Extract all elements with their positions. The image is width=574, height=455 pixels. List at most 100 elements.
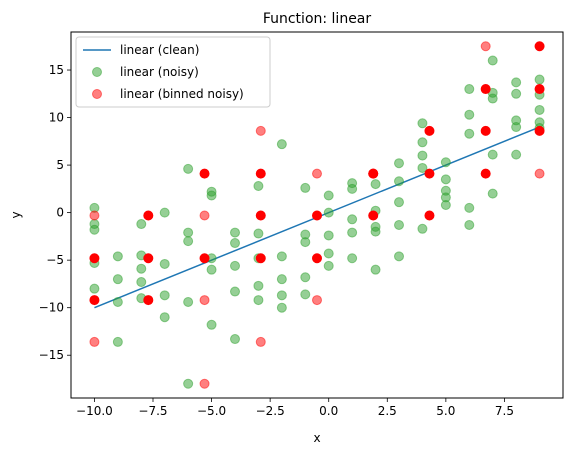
binned-noisy-point xyxy=(89,253,100,264)
y-tick-label: 0 xyxy=(56,206,64,220)
binned-noisy-point xyxy=(424,125,435,136)
binned-noisy-point xyxy=(534,84,545,95)
binned-noisy-point xyxy=(255,168,266,179)
noisy-point xyxy=(347,227,358,238)
noisy-point xyxy=(464,128,475,139)
noisy-point xyxy=(394,197,404,208)
noisy-point xyxy=(417,150,428,161)
noisy-point xyxy=(159,290,170,301)
binned-noisy-point xyxy=(534,41,545,52)
noisy-point xyxy=(112,274,123,285)
noisy-point xyxy=(487,93,498,104)
noisy-point xyxy=(276,290,287,301)
noisy-point xyxy=(511,77,522,88)
noisy-point xyxy=(417,118,428,129)
x-tick-label: −7.5 xyxy=(138,404,167,418)
chart-title: Function: linear xyxy=(263,11,372,27)
noisy-point xyxy=(440,200,451,211)
noisy-point xyxy=(347,253,358,264)
noisy-point xyxy=(183,378,194,389)
binned-noisy-point xyxy=(480,41,491,52)
noisy-point xyxy=(323,260,334,271)
binned-noisy-point xyxy=(199,253,210,264)
binned-noisy-point xyxy=(368,210,379,221)
y-tick-label: 5 xyxy=(56,158,64,172)
noisy-point xyxy=(417,137,428,148)
noisy-point xyxy=(511,149,522,160)
legend-entry-label: linear (clean) xyxy=(120,43,199,57)
binned-noisy-point xyxy=(255,253,266,264)
legend-marker-swatch xyxy=(92,67,102,77)
noisy-point xyxy=(253,181,264,192)
noisy-point xyxy=(230,286,240,297)
noisy-point xyxy=(159,312,170,323)
noisy-point xyxy=(183,236,194,247)
plot-frame xyxy=(70,31,564,399)
binned-noisy-point xyxy=(143,210,154,221)
binned-noisy-point xyxy=(312,295,322,306)
binned-noisy-point xyxy=(255,210,266,221)
noisy-point xyxy=(487,55,498,66)
noisy-point xyxy=(487,188,498,199)
binned-noisy-point xyxy=(89,336,100,347)
noisy-point xyxy=(206,264,217,275)
noisy-point xyxy=(440,157,451,168)
binned-noisy-point xyxy=(143,253,154,264)
noisy-point xyxy=(347,183,358,194)
x-tick-label: 0.0 xyxy=(319,404,338,418)
noisy-point xyxy=(323,190,334,201)
plot-marks xyxy=(89,41,545,389)
noisy-point xyxy=(89,224,100,235)
noisy-point xyxy=(370,179,381,190)
binned-noisy-point xyxy=(255,125,266,136)
noisy-point xyxy=(323,207,334,218)
noisy-point xyxy=(206,319,217,330)
legend-box xyxy=(75,36,271,108)
binned-noisy-point xyxy=(312,168,322,179)
noisy-point xyxy=(464,109,475,120)
noisy-point xyxy=(112,336,123,347)
binned-noisy-point xyxy=(255,336,266,347)
binned-noisy-point xyxy=(89,295,100,306)
noisy-point xyxy=(230,227,240,238)
y-axis: −15 −10 −5 0 5 10 15 xyxy=(39,63,71,362)
noisy-point xyxy=(487,149,498,160)
noisy-point xyxy=(253,295,264,306)
noisy-point xyxy=(230,238,240,249)
noisy-point xyxy=(230,260,240,271)
noisy-point xyxy=(276,251,287,262)
noisy-point xyxy=(183,296,194,307)
legend-entry-label: linear (binned noisy) xyxy=(120,87,244,101)
noisy-point xyxy=(276,139,287,150)
noisy-point xyxy=(300,182,311,193)
noisy-point xyxy=(464,219,475,230)
y-tick-label: 10 xyxy=(49,111,64,125)
x-tick-label: −2.5 xyxy=(256,404,285,418)
x-tick-label: 7.5 xyxy=(495,404,514,418)
noisy-point xyxy=(394,219,404,230)
y-tick-label: 15 xyxy=(49,63,64,77)
x-tick-label: −10.0 xyxy=(76,404,113,418)
noisy-point xyxy=(276,302,287,313)
noisy-point xyxy=(417,162,428,173)
binned-noisy-point xyxy=(199,210,210,221)
noisy-point xyxy=(276,274,287,285)
noisy-point xyxy=(323,230,334,241)
noisy-point xyxy=(440,174,451,185)
binned-noisy-point xyxy=(424,168,435,179)
noisy-point xyxy=(253,280,264,291)
noisy-point xyxy=(370,264,381,275)
noisy-point xyxy=(370,226,381,237)
noisy-point xyxy=(89,283,100,294)
noisy-point xyxy=(394,176,404,187)
noisy-point xyxy=(323,248,334,259)
noisy-point xyxy=(394,158,404,169)
noisy-point xyxy=(300,237,311,248)
legend: linear (clean) linear (noisy) linear (binn… xyxy=(75,36,271,108)
x-tick-label: 5.0 xyxy=(436,404,455,418)
binned-noisy-point xyxy=(312,253,322,264)
noisy-point xyxy=(136,277,147,288)
x-axis: −10.0 −7.5 −5.0 −2.5 0.0 2.5 5.0 7.5 xyxy=(76,398,514,418)
y-tick-label: −10 xyxy=(39,301,64,315)
